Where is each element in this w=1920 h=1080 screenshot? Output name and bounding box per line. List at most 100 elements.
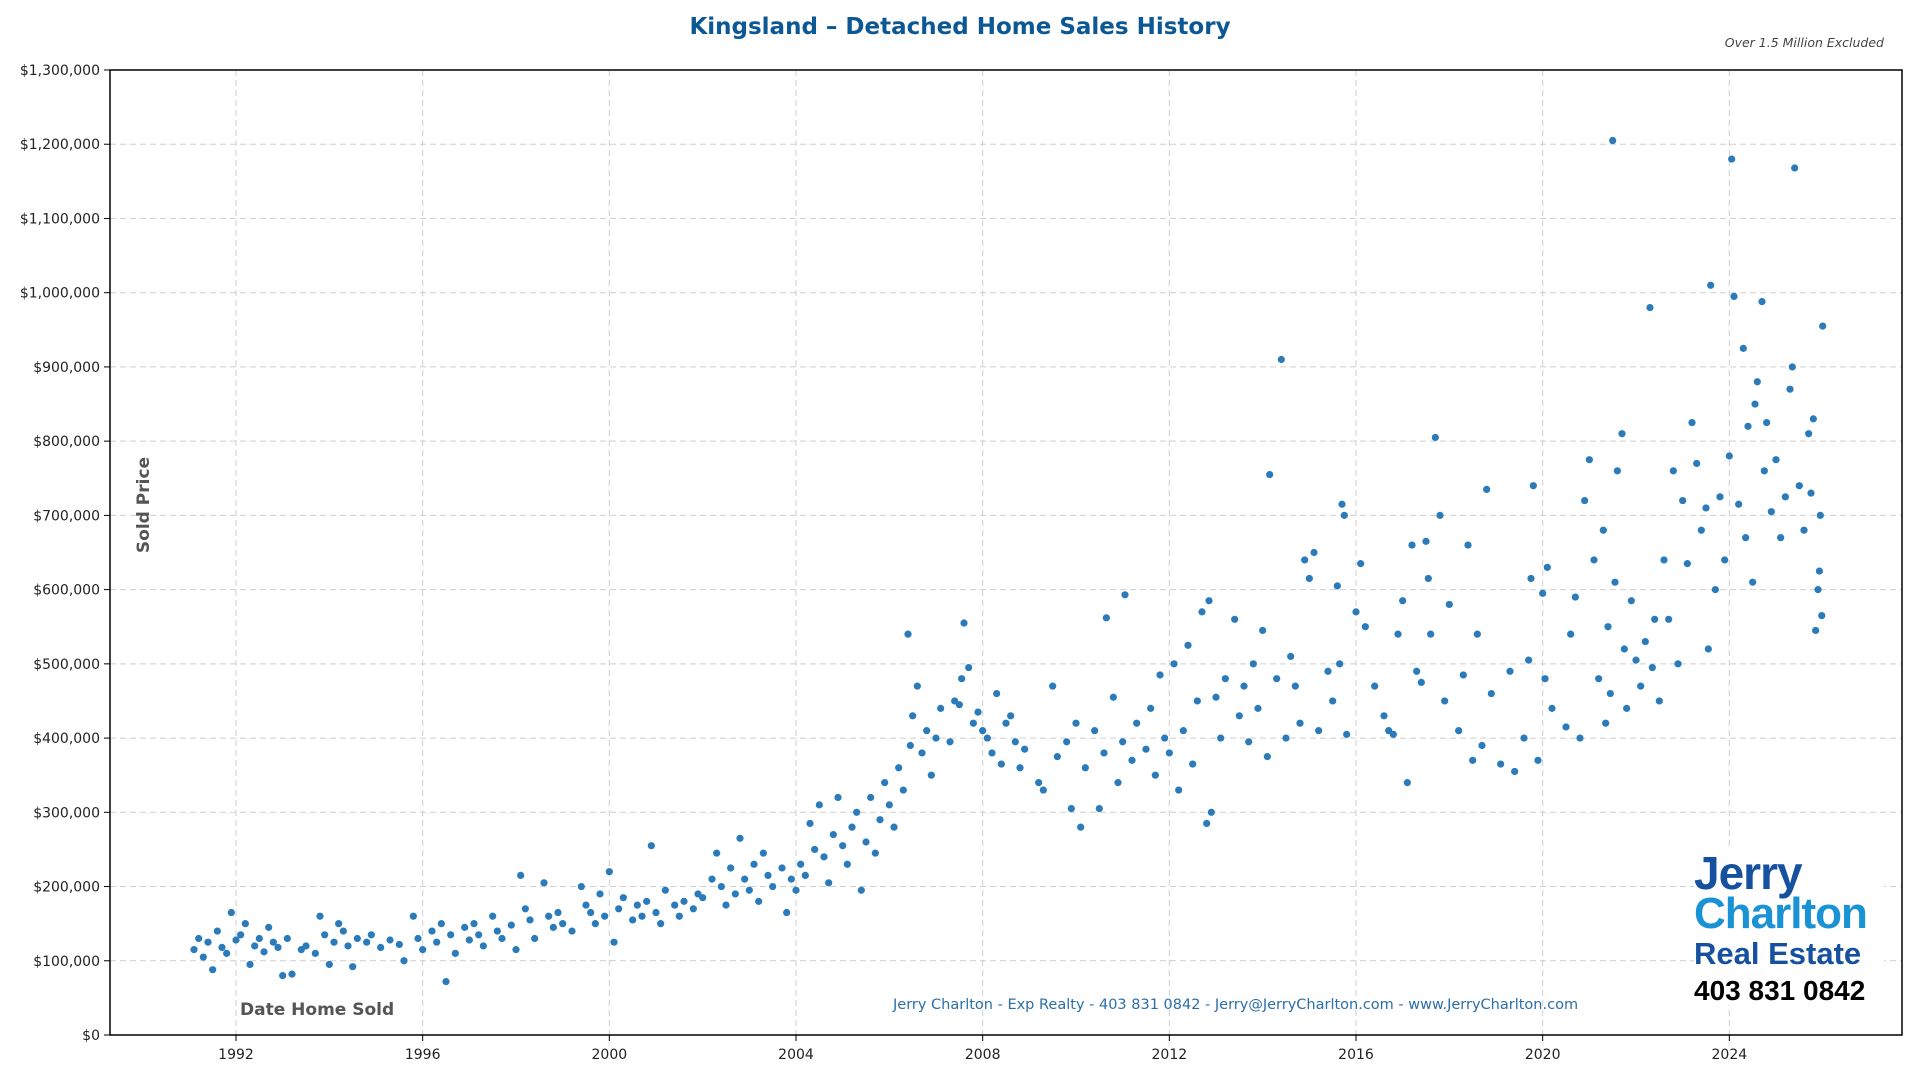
data-point (414, 934, 422, 943)
data-point (582, 901, 590, 909)
data-point (1651, 615, 1659, 623)
data-point (545, 912, 553, 920)
data-point (1266, 470, 1274, 479)
data-point (1016, 764, 1024, 772)
data-point (759, 849, 767, 857)
data-point (465, 936, 473, 944)
data-point (367, 931, 375, 939)
data-point (218, 943, 226, 952)
data-point (946, 738, 954, 746)
data-point (1613, 467, 1621, 475)
data-point (1655, 697, 1663, 705)
data-point (288, 970, 296, 978)
data-point (1707, 281, 1715, 289)
data-point (1637, 682, 1645, 690)
logo-phone: 403 831 0842 (1694, 975, 1866, 1006)
data-point (727, 864, 735, 872)
data-point (1763, 418, 1771, 427)
data-point (1459, 671, 1467, 679)
data-point (209, 966, 217, 974)
data-point (1786, 385, 1794, 393)
data-point (400, 957, 408, 965)
data-point (1100, 749, 1108, 757)
data-point (741, 875, 749, 883)
data-point (843, 860, 851, 868)
data-point (1205, 597, 1213, 605)
data-point (689, 905, 697, 913)
data-point (647, 842, 655, 850)
data-point (190, 946, 198, 954)
data-point (997, 760, 1005, 768)
data-point (1735, 500, 1743, 508)
data-point (1711, 586, 1719, 594)
data-point (787, 875, 795, 883)
data-point (1436, 511, 1444, 519)
data-point (1742, 534, 1750, 542)
data-point (1189, 760, 1197, 768)
data-point (1340, 511, 1348, 519)
data-point (489, 912, 497, 920)
data-point (1011, 738, 1019, 746)
data-point (1648, 663, 1656, 672)
data-point (1758, 298, 1766, 306)
data-point (1627, 597, 1635, 605)
data-point (955, 701, 963, 709)
data-point (1455, 727, 1463, 735)
data-point (1693, 459, 1701, 468)
data-point (1683, 560, 1691, 568)
data-point (629, 916, 637, 924)
data-point (811, 845, 819, 854)
data-point (1413, 667, 1421, 675)
data-point (1819, 322, 1827, 330)
data-point (517, 871, 525, 880)
data-point (437, 920, 445, 928)
data-point (1408, 541, 1416, 549)
data-point (470, 920, 478, 928)
data-point (825, 879, 833, 887)
data-point (1035, 779, 1043, 787)
data-point (1063, 738, 1071, 746)
data-point (1422, 537, 1430, 545)
data-point (1506, 667, 1514, 675)
data-point (783, 908, 791, 917)
data-point (797, 860, 805, 868)
data-point (419, 946, 427, 954)
data-point (848, 823, 856, 831)
data-point (745, 886, 753, 894)
y-tick-label: $1,100,000 (20, 211, 100, 227)
data-point (1403, 779, 1411, 787)
data-point (1791, 164, 1799, 172)
data-point (1483, 485, 1491, 494)
data-point (1539, 589, 1547, 597)
x-tick-label: 1992 (218, 1047, 254, 1063)
data-point (479, 942, 487, 950)
data-point (1567, 630, 1575, 638)
data-point (269, 938, 277, 946)
y-tick-label: $1,300,000 (20, 63, 100, 79)
data-point (801, 871, 809, 880)
data-point (1520, 734, 1528, 742)
data-point (993, 689, 1001, 698)
data-point (568, 927, 576, 935)
data-point (722, 901, 730, 909)
data-point (1511, 767, 1519, 776)
plot-frame (109, 69, 1903, 1036)
data-point (913, 682, 921, 690)
x-tick-label: 2004 (778, 1047, 814, 1063)
data-point (1487, 689, 1495, 698)
data-point (1744, 422, 1752, 430)
data-point (1361, 623, 1369, 631)
data-point (969, 719, 977, 727)
data-point (1394, 630, 1402, 638)
data-point (260, 948, 268, 956)
data-point (498, 934, 506, 943)
data-point (820, 853, 828, 861)
data-point (1147, 704, 1155, 712)
data-point (1193, 697, 1201, 705)
data-point (353, 934, 361, 943)
chart-title: Kingsland – Detached Home Sales History (689, 14, 1231, 40)
data-point (876, 816, 884, 824)
data-point (1704, 645, 1712, 653)
data-point (330, 938, 338, 946)
